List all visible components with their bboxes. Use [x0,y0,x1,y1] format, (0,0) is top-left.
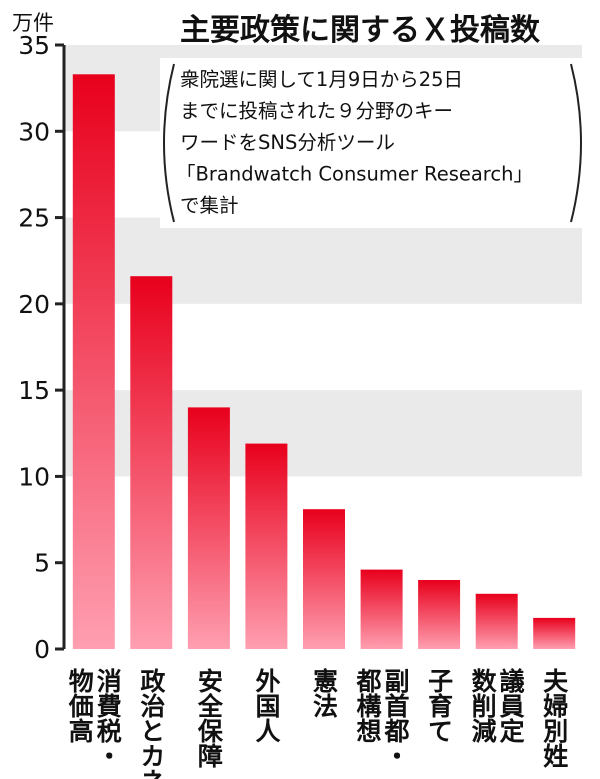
y-tick-label: 20 [18,290,50,319]
note-line: ワードをSNS分析ツール [180,131,395,154]
category-label: 政治とカネ [137,667,166,779]
bar [303,509,345,649]
bar [187,407,230,649]
y-tick-label: 15 [18,376,50,405]
y-unit-label: 万件 [12,11,54,35]
category-label: 消費税・ [93,668,123,768]
y-tick-label: 25 [18,204,50,233]
category-label: 憲法 [310,667,339,719]
category-label: 議員定 [496,667,525,744]
category-label: 子育て [425,668,454,743]
note: 衆院選に関して1月9日から25日までに投稿された９分野のキーワードをSNS分析ツ… [160,58,585,228]
y-tick-label: 10 [18,462,50,491]
category-label: 外国人 [252,667,281,743]
note-line: までに投稿された９分野のキー [180,100,453,123]
category-label: 物価高 [65,668,95,744]
y-tick-label: 5 [34,549,50,578]
note-background [160,58,585,228]
chart-title: 主要政策に関するＸ投稿数 [180,13,541,48]
y-tick-label: 35 [18,31,50,60]
category-label: 安全保障 [194,667,224,768]
category-label: 夫婦別姓 [540,668,570,769]
bar [475,593,518,649]
y-tick-label: 0 [34,635,50,664]
y-axis: 0 5 10 15 20 25 30 35 [18,31,66,664]
note-line: で集計 [180,194,239,217]
bar [418,580,461,649]
category-label: 都構想 [353,668,383,743]
note-right-paren [570,63,582,223]
note-line: 衆院選に関して1月9日から25日 [180,68,463,91]
y-tick-label: 30 [18,117,50,146]
note-left-paren [163,63,175,223]
bar [130,276,173,649]
bar [360,569,403,649]
bars [72,74,576,650]
category-label: 副首都・ [381,668,411,768]
bar [245,443,288,649]
note-line: 「Brandwatch Consumer Research」 [176,163,533,186]
category-label: 数削減 [468,668,497,744]
bar [533,617,576,649]
bar [72,74,115,650]
